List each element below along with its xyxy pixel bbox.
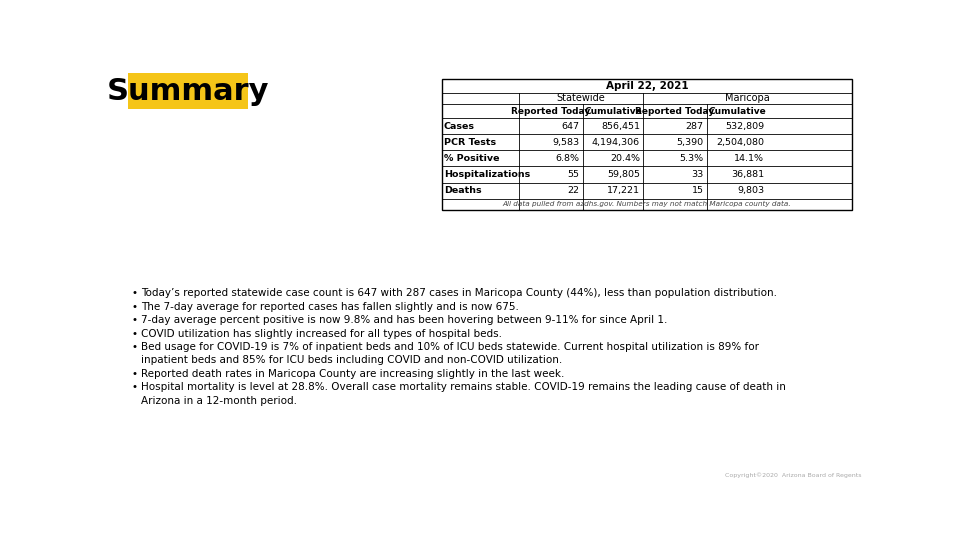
- Text: COVID utilization has slightly increased for all types of hospital beds.: COVID utilization has slightly increased…: [141, 328, 502, 339]
- Text: 36,881: 36,881: [731, 170, 764, 179]
- Text: Today’s reported statewide case count is 647 with 287 cases in Maricopa County (: Today’s reported statewide case count is…: [141, 288, 777, 298]
- Text: Hospitalizations: Hospitalizations: [444, 170, 530, 179]
- Text: All data pulled from azdhs.gov. Numbers may not match Maricopa county data.: All data pulled from azdhs.gov. Numbers …: [503, 201, 791, 207]
- Text: 287: 287: [685, 122, 704, 131]
- Text: The 7-day average for reported cases has fallen slightly and is now 675.: The 7-day average for reported cases has…: [141, 301, 518, 312]
- Text: 9,803: 9,803: [737, 186, 764, 195]
- Text: •: •: [132, 301, 137, 312]
- Text: 2,504,080: 2,504,080: [716, 138, 764, 147]
- Text: •: •: [132, 342, 137, 352]
- FancyBboxPatch shape: [128, 72, 248, 110]
- Text: 4,194,306: 4,194,306: [592, 138, 640, 147]
- Text: Arizona in a 12-month period.: Arizona in a 12-month period.: [141, 396, 297, 406]
- Text: 5,390: 5,390: [677, 138, 704, 147]
- Text: •: •: [132, 382, 137, 393]
- Text: Reported Today: Reported Today: [512, 106, 590, 116]
- Text: Cumulative: Cumulative: [584, 106, 642, 116]
- Text: April 22, 2021: April 22, 2021: [606, 80, 688, 91]
- Text: Cases: Cases: [444, 122, 475, 131]
- Text: Summary: Summary: [107, 77, 269, 106]
- Text: •: •: [132, 328, 137, 339]
- Bar: [442, 79, 852, 210]
- Text: 17,221: 17,221: [607, 186, 640, 195]
- Text: Cumulative: Cumulative: [708, 106, 766, 116]
- Text: Reported death rates in Maricopa County are increasing slightly in the last week: Reported death rates in Maricopa County …: [141, 369, 564, 379]
- Text: •: •: [132, 288, 137, 298]
- Text: 9,583: 9,583: [552, 138, 580, 147]
- Text: 59,805: 59,805: [607, 170, 640, 179]
- Text: •: •: [132, 315, 137, 325]
- Text: 33: 33: [691, 170, 704, 179]
- Text: Statewide: Statewide: [557, 93, 606, 103]
- Text: Deaths: Deaths: [444, 186, 482, 195]
- Text: 856,451: 856,451: [601, 122, 640, 131]
- Text: 6.8%: 6.8%: [556, 154, 580, 163]
- Text: Bed usage for COVID-19 is 7% of inpatient beds and 10% of ICU beds statewide. Cu: Bed usage for COVID-19 is 7% of inpatien…: [141, 342, 759, 352]
- Text: 22: 22: [567, 186, 580, 195]
- Text: 20.4%: 20.4%: [610, 154, 640, 163]
- Text: inpatient beds and 85% for ICU beds including COVID and non-COVID utilization.: inpatient beds and 85% for ICU beds incl…: [141, 355, 563, 366]
- Text: 14.1%: 14.1%: [734, 154, 764, 163]
- Text: 5.3%: 5.3%: [680, 154, 704, 163]
- Text: 532,809: 532,809: [725, 122, 764, 131]
- Text: PCR Tests: PCR Tests: [444, 138, 496, 147]
- Text: Reported Today: Reported Today: [636, 106, 714, 116]
- Text: 55: 55: [567, 170, 580, 179]
- Text: 647: 647: [562, 122, 580, 131]
- Text: Maricopa: Maricopa: [726, 93, 770, 103]
- Text: Hospital mortality is level at 28.8%. Overall case mortality remains stable. COV: Hospital mortality is level at 28.8%. Ov…: [141, 382, 786, 393]
- Text: •: •: [132, 369, 137, 379]
- Text: Copyright©2020  Arizona Board of Regents: Copyright©2020 Arizona Board of Regents: [725, 472, 862, 477]
- Text: % Positive: % Positive: [444, 154, 499, 163]
- Text: 15: 15: [691, 186, 704, 195]
- Text: 7-day average percent positive is now 9.8% and has been hovering between 9-11% f: 7-day average percent positive is now 9.…: [141, 315, 667, 325]
